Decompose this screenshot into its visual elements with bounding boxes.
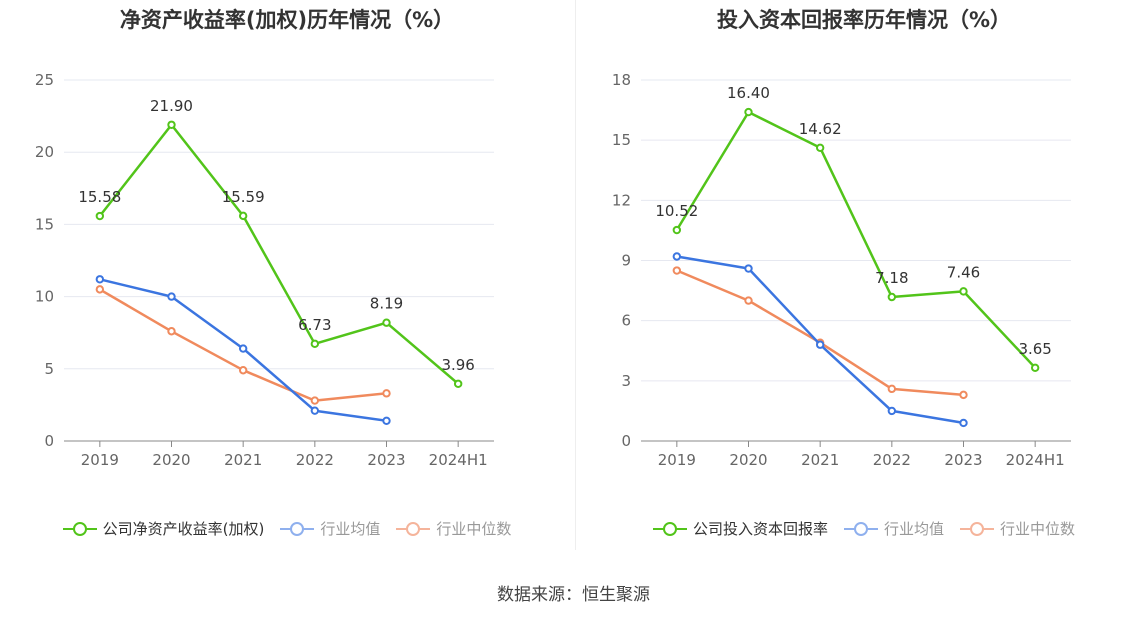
- data-point-company: [815, 143, 825, 152]
- data-label: 8.19: [370, 295, 403, 313]
- data-label: 14.62: [799, 120, 842, 138]
- legend-item-industry-median[interactable]: 行业中位数: [960, 518, 1075, 539]
- y-tick-label: 25: [35, 71, 54, 89]
- x-tick-label: 2022: [873, 451, 911, 469]
- y-tick-label: 0: [621, 432, 631, 450]
- roe-chart-legend: 公司净资产收益率(加权) 行业均值 行业中位数: [0, 518, 574, 539]
- roic-chart: 0 3 6 9 12 15 18 2019 2020 2021 2022 2023 2024H1 10.5…: [612, 71, 1071, 469]
- panel-divider: [575, 0, 576, 550]
- data-point-company: [238, 211, 248, 221]
- data-point-industry-avg: [887, 406, 897, 416]
- legend-marker-company: [652, 521, 687, 536]
- x-tick-label: 2024H1: [1006, 451, 1065, 469]
- x-tick-label: 2023: [367, 451, 405, 469]
- legend-label-industry-avg: 行业均值: [883, 520, 944, 538]
- data-point-company: [382, 318, 391, 327]
- legend-label-company: 公司净资产收益率(加权): [102, 520, 265, 538]
- series-line-company: [98, 123, 460, 385]
- roe-chart-title: 净资产收益率(加权)历年情况（%）: [119, 8, 455, 32]
- data-label: 15.59: [222, 188, 265, 206]
- legend-marker-industry-median: [960, 521, 994, 536]
- y-tick-label: 20: [35, 143, 54, 161]
- data-label: 10.52: [655, 202, 698, 220]
- y-tick-label: 6: [621, 312, 631, 330]
- data-point-company: [95, 211, 105, 221]
- legend-marker-company: [62, 521, 97, 536]
- data-point-industry-median: [167, 327, 176, 336]
- data-point-company: [453, 379, 463, 389]
- y-tick-label: 0: [44, 432, 54, 450]
- y-tick-label: 9: [621, 252, 631, 270]
- legend-label-industry-median: 行业中位数: [1000, 520, 1076, 538]
- x-tick-label: 2020: [729, 451, 767, 469]
- x-tick-label: 2021: [224, 451, 262, 469]
- legend-marker-industry-median: [396, 521, 431, 536]
- data-point-company: [887, 292, 897, 302]
- y-tick-label: 5: [44, 360, 54, 378]
- data-point-industry-avg: [382, 416, 391, 425]
- roic-chart-title: 投入资本回报率历年情况（%）: [716, 8, 1012, 32]
- y-tick-label: 10: [35, 288, 54, 306]
- data-point-company: [167, 120, 176, 129]
- roe-chart: 0 5 10 15 20 25 2019 2020 2021 2022 2023 2024H1 15.5…: [35, 71, 494, 469]
- data-point-company: [1030, 363, 1040, 372]
- legend-marker-industry-avg: [280, 521, 315, 536]
- data-point-industry-avg: [238, 344, 248, 353]
- legend-item-company[interactable]: 公司净资产收益率(加权): [62, 518, 265, 539]
- data-source-note: 数据来源：恒生聚源: [497, 585, 650, 605]
- data-point-industry-median: [95, 285, 105, 294]
- roe-chart-panel: 净资产收益率(加权)历年情况（%） 0 5 10 15 20 25 2019 2020 2021…: [0, 0, 574, 560]
- data-label: 6.73: [298, 316, 331, 334]
- data-point-industry-median: [887, 384, 897, 394]
- y-tick-label: 18: [612, 71, 631, 89]
- data-point-industry-median: [744, 296, 753, 305]
- y-tick-label: 3: [621, 372, 631, 390]
- data-point-company: [672, 225, 682, 235]
- data-label: 15.58: [78, 188, 121, 206]
- data-point-industry-avg: [672, 252, 682, 261]
- x-tick-label: 2024H1: [429, 451, 488, 469]
- x-tick-label: 2019: [81, 451, 119, 469]
- x-tick-label: 2019: [658, 451, 696, 469]
- data-point-company: [744, 107, 753, 117]
- x-tick-label: 2022: [296, 451, 334, 469]
- data-label: 3.65: [1018, 340, 1051, 358]
- roic-chart-legend: 公司投入资本回报率 行业均值 行业中位数: [577, 518, 1147, 539]
- data-label: 7.46: [947, 263, 980, 281]
- data-label: 3.96: [441, 356, 474, 374]
- data-label: 16.40: [727, 84, 770, 102]
- data-point-company: [310, 339, 320, 349]
- legend-item-company[interactable]: 公司投入资本回报率: [652, 518, 828, 539]
- legend-label-company: 公司投入资本回报率: [692, 520, 828, 538]
- data-point-industry-median: [310, 396, 320, 405]
- y-tick-label: 15: [35, 215, 54, 233]
- legend-label-industry-median: 行业中位数: [436, 520, 512, 538]
- data-label: 21.90: [150, 97, 193, 115]
- legend-item-industry-avg[interactable]: 行业均值: [843, 518, 944, 539]
- data-point-industry-avg: [959, 418, 968, 428]
- data-point-industry-median: [959, 390, 968, 400]
- legend-item-industry-avg[interactable]: 行业均值: [280, 518, 380, 539]
- data-point-industry-median: [382, 389, 391, 398]
- x-tick-label: 2023: [944, 451, 982, 469]
- x-tick-label: 2020: [152, 451, 190, 469]
- series-line-industry-median: [676, 269, 964, 397]
- legend-label-industry-avg: 行业均值: [320, 520, 381, 538]
- data-point-industry-avg: [167, 292, 176, 301]
- legend-item-industry-median[interactable]: 行业中位数: [396, 518, 511, 539]
- legend-marker-industry-avg: [843, 521, 878, 536]
- data-point-industry-avg: [815, 340, 825, 349]
- data-point-industry-median: [238, 366, 248, 375]
- data-label: 7.18: [875, 269, 908, 287]
- roic-chart-panel: 投入资本回报率历年情况（%） 0 3 6 9 12 15 18 2019 2020 2021 202…: [577, 0, 1147, 560]
- data-point-industry-avg: [310, 406, 320, 415]
- y-tick-label: 15: [612, 131, 631, 149]
- data-point-industry-median: [672, 266, 682, 275]
- data-point-company: [959, 287, 968, 296]
- series-line-company: [675, 110, 1037, 369]
- x-tick-label: 2021: [801, 451, 839, 469]
- data-point-industry-avg: [95, 275, 105, 284]
- y-tick-label: 12: [612, 191, 631, 209]
- data-point-industry-avg: [744, 264, 753, 273]
